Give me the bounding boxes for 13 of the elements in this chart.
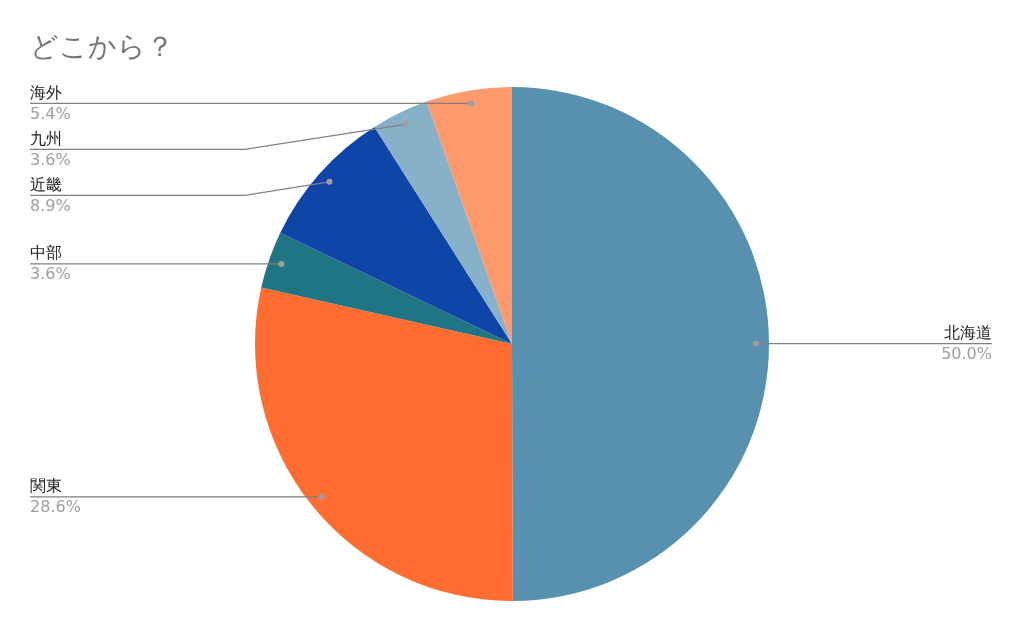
slice-label: 関東 bbox=[30, 475, 62, 495]
chart-title: どこから？ bbox=[30, 30, 174, 63]
slice-label: 中部 bbox=[30, 243, 62, 263]
slice-label: 九州 bbox=[30, 128, 62, 148]
data-label: 5.4% bbox=[30, 103, 71, 123]
slice-label: 北海道 bbox=[944, 322, 992, 342]
data-label: 3.6% bbox=[30, 149, 71, 169]
data-label: 28.6% bbox=[30, 496, 81, 516]
data-label: 50.0% bbox=[941, 343, 992, 363]
data-label: 8.9% bbox=[30, 195, 71, 215]
slice-label: 近畿 bbox=[30, 174, 62, 194]
slice-label: 海外 bbox=[30, 82, 62, 102]
data-label: 3.6% bbox=[30, 264, 71, 284]
